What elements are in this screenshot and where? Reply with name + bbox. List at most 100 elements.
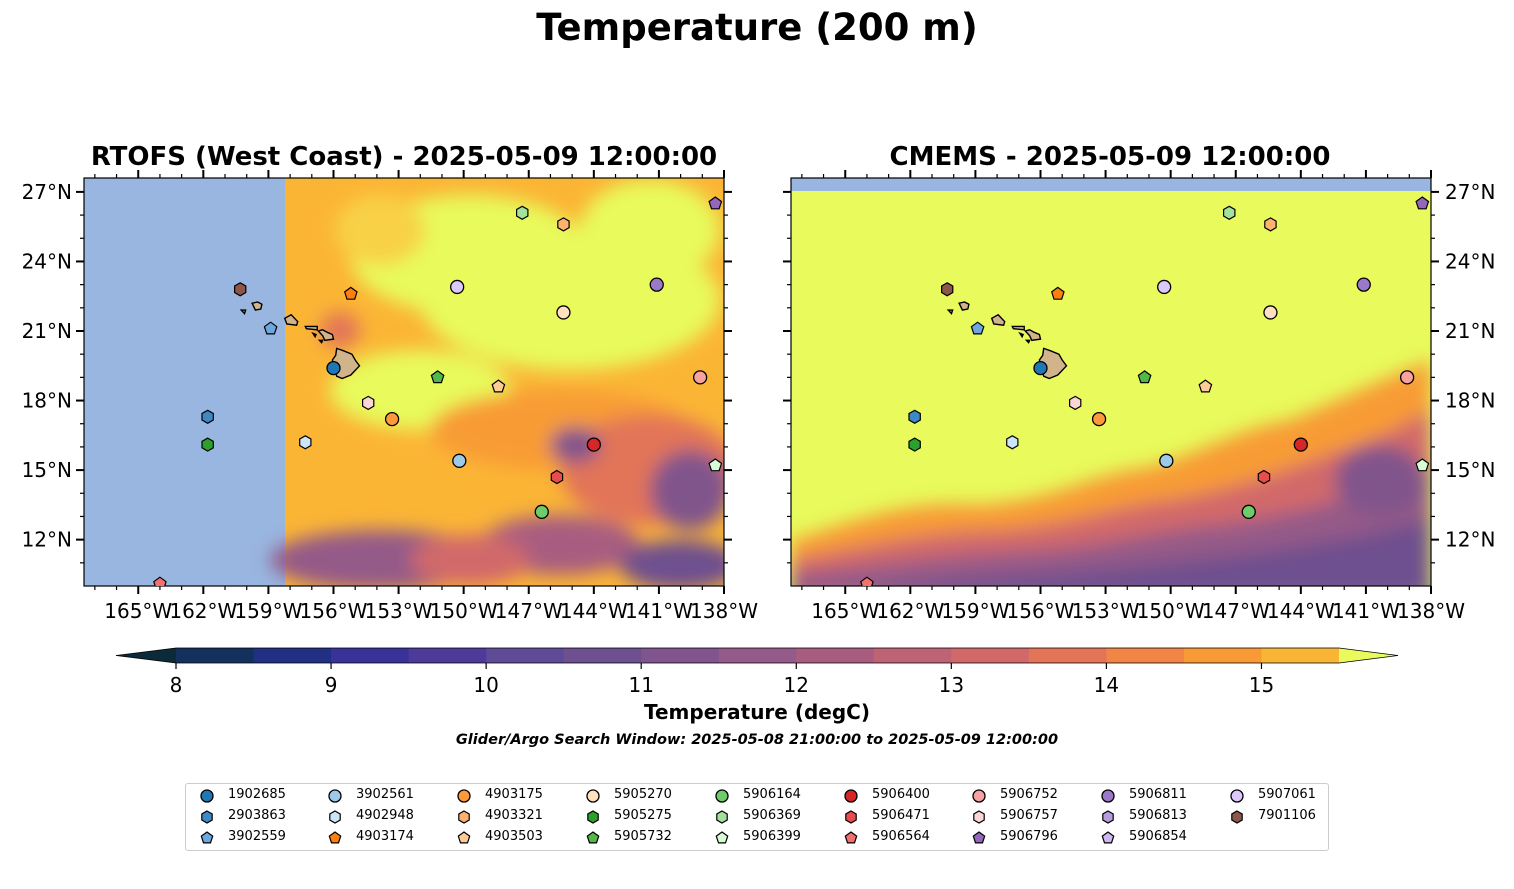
legend-label: 5907061 [1258, 787, 1316, 802]
legend-marker [457, 789, 471, 803]
rtofs-float-4903321 [557, 217, 570, 232]
cmems-x-tick-label: 144°W [1267, 599, 1335, 623]
legend-marker [200, 831, 214, 844]
legend-marker-hexagon [1102, 810, 1114, 824]
rtofs-island-4 [251, 301, 263, 311]
legend-label: 5906813 [1129, 808, 1187, 823]
colorbar-bin [718, 648, 797, 663]
rtofs-float-5905275 [201, 437, 214, 452]
rtofs-float-3902559 [263, 321, 278, 335]
legend-marker-hexagon [201, 810, 213, 824]
rtofs-y-tick-label: 21°N [22, 319, 72, 343]
rtofs-island-2 [304, 325, 318, 331]
colorbar: 8 9 10 11 12 13 14 15 [115, 647, 1399, 697]
rtofs-data-layer [153, 196, 723, 586]
legend-label: 5905275 [614, 808, 672, 823]
legend-label: 5906369 [743, 808, 801, 823]
rtofs-float-3902561 [452, 453, 467, 468]
legend-label: 5906400 [872, 787, 930, 802]
right-panel-title: CMEMS - 2025-05-09 12:00:00 [889, 142, 1331, 172]
colorbar-label: Temperature (degC) [644, 700, 870, 724]
cmems-float-5906399 [1415, 458, 1430, 472]
rtofs-float-5906471 [550, 469, 564, 485]
legend-label: 4903175 [485, 787, 543, 802]
legend-label: 4903503 [485, 829, 543, 844]
colorbar-bin [1183, 648, 1262, 663]
legend-marker-circle [715, 789, 729, 803]
rtofs-island-6 [311, 331, 318, 339]
legend-marker [715, 789, 729, 803]
legend-marker-pentagon [200, 831, 214, 844]
legend-marker [328, 831, 342, 844]
legend-marker-circle [1101, 789, 1115, 803]
rtofs-x-tick-label: 159°W [234, 599, 302, 623]
rtofs-y-tick-label: 24°N [22, 249, 72, 273]
map-overlays: 165°W162°W159°W156°W153°W150°W147°W144°W… [22, 170, 1495, 623]
cmems-island-6 [1018, 331, 1025, 339]
legend-marker-circle [328, 789, 342, 803]
cmems-float-5906752 [1399, 370, 1415, 385]
rtofs-island-7 [317, 339, 324, 344]
cmems-float-5906400 [1293, 437, 1308, 452]
colorbar-bin [331, 648, 410, 663]
cmems-island-2 [1011, 325, 1025, 331]
cmems-float-4903321 [1264, 217, 1277, 232]
cmems-x-tick-label: 159°W [941, 599, 1009, 623]
cmems-y-tick-label: 24°N [1445, 249, 1495, 273]
cmems-y-tick-label: 15°N [1445, 458, 1495, 482]
legend-marker [587, 810, 599, 824]
legend-label: 5906757 [1000, 808, 1058, 823]
legend-marker [844, 831, 858, 844]
cmems-float-1902685 [1033, 360, 1048, 376]
colorbar-tick-label: 13 [939, 673, 964, 697]
legend-marker [1101, 789, 1115, 803]
legend-label: 5906811 [1129, 787, 1187, 802]
rtofs-y-tick-label: 18°N [22, 389, 72, 413]
legend-label: 3902561 [356, 787, 414, 802]
left-panel-title: RTOFS (West Coast) - 2025-05-09 12:00:00 [90, 142, 718, 172]
legend-label: 5906752 [1000, 787, 1058, 802]
colorbar-under-extension [116, 648, 176, 663]
colorbar-tick-label: 10 [473, 673, 498, 697]
legend-marker-circle [972, 789, 986, 803]
cmems-x-tick-label: 141°W [1332, 599, 1400, 623]
cmems-y-tick-label: 12°N [1445, 528, 1495, 552]
colorbar-bin [176, 648, 255, 663]
rtofs-y-tick-label: 27°N [22, 180, 72, 204]
legend-marker [1101, 831, 1115, 844]
cmems-float-5906164 [1241, 504, 1256, 519]
rtofs-float-2903863 [201, 409, 214, 424]
map-panels: 165°W162°W159°W156°W153°W150°W147°W144°W… [22, 170, 1495, 623]
cmems-float-5906564 [860, 576, 874, 586]
cmems-island-3 [990, 313, 1006, 326]
float-legend: 1902685 2903863 3902559 3902561 4902948 49031… [185, 783, 1329, 851]
legend-label: 1902685 [228, 787, 286, 802]
legend-marker-circle [844, 789, 858, 803]
legend-marker [844, 789, 858, 803]
colorbar-bin [1028, 648, 1107, 663]
cmems-float-4903174 [1050, 286, 1065, 300]
rtofs-x-tick-label: 150°W [430, 599, 498, 623]
cmems-float-3902561 [1159, 453, 1174, 468]
rtofs-float-5906400 [586, 437, 601, 452]
legend-marker [1102, 810, 1114, 824]
legend-marker [715, 831, 729, 844]
rtofs-x-tick-label: 153°W [365, 599, 433, 623]
legend-marker-hexagon [458, 810, 470, 824]
legend-label: 5906471 [872, 808, 930, 823]
rtofs-x-tick-label: 138°W [690, 599, 758, 623]
legend-label: 5906399 [743, 829, 801, 844]
colorbar-bin [563, 648, 642, 663]
rtofs-float-5906164 [534, 504, 549, 519]
cmems-float-4903503 [1198, 379, 1213, 393]
legend-label: 5906564 [872, 829, 930, 844]
colorbar-tick-label: 14 [1094, 673, 1119, 697]
legend-marker [457, 831, 471, 844]
legend-marker [1230, 789, 1244, 803]
legend-label: 5906854 [1129, 829, 1187, 844]
legend-marker [458, 810, 470, 824]
rtofs-float-5906399 [708, 458, 723, 472]
legend-label: 2903863 [228, 808, 286, 823]
legend-marker [328, 789, 342, 803]
cmems-float-2903863 [908, 409, 921, 424]
